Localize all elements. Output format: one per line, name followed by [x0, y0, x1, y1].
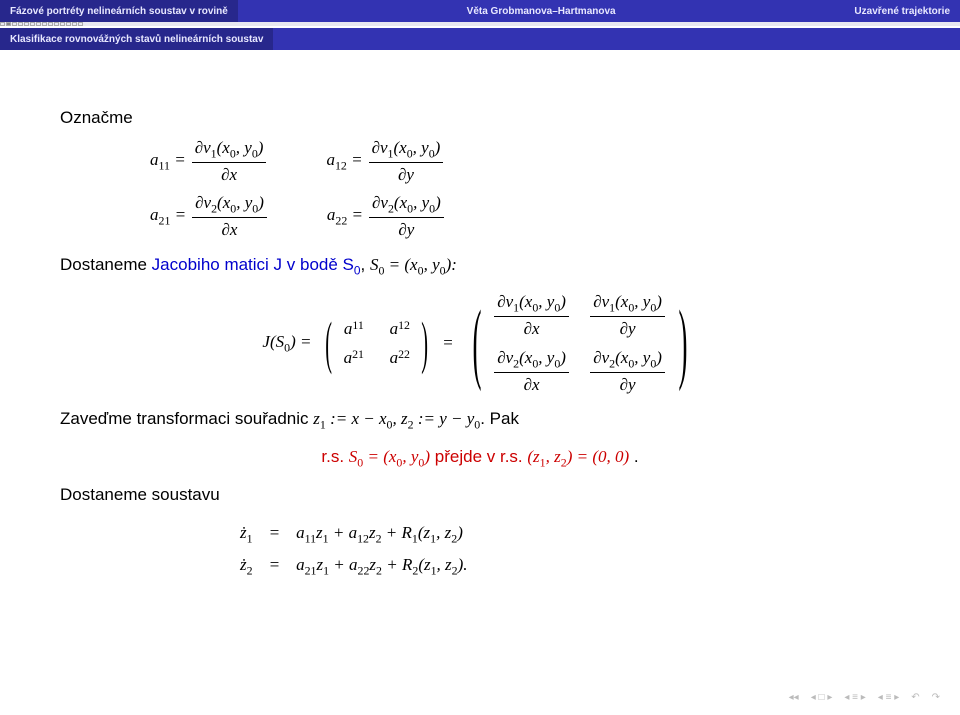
row-a11-a12: a11 = ∂v1(x0, y0)∂x a12 = ∂v1(x0, y0)∂y — [150, 136, 900, 187]
beamer-nav: ◂◂ ◂ □ ▸ ◂ ≡ ▸ ◂ ≡ ▸ ↶ ↷ — [789, 692, 940, 703]
jacobi-matrix: J(S0) = ( a11a12 a21a22 ) = ( ∂v1(x0, y0… — [60, 290, 900, 398]
nav-tab-1-label: Fázové portréty nelineárních soustav v r… — [10, 6, 228, 17]
jacobi-line: Dostaneme Jacobiho matici J v bodě S0, S… — [60, 253, 900, 279]
sub-navigation: Klasifikace rovnovážných stavů nelineárn… — [0, 28, 960, 50]
red-line: r.s. S0 = (x0, y0) přejde v r.s. (z1, z2… — [60, 445, 900, 471]
system-equations: ż1 = a11z1 + a12z2 + R1(z1, z2) ż2 = a21… — [240, 521, 900, 579]
dostaneme-line: Dostaneme soustavu — [60, 483, 900, 507]
nav-forward-icon[interactable]: ↷ — [932, 692, 940, 703]
nav-tab-2-label: Věta Grobmanova–Hartmanova — [467, 6, 616, 17]
zavedme-line: Zaveďme transformaci souřadnic z1 := x −… — [60, 407, 900, 433]
nav-back-icon[interactable]: ↶ — [911, 692, 919, 703]
sub-tab[interactable]: Klasifikace rovnovážných stavů nelineárn… — [0, 28, 273, 50]
nav-next-slide-icon[interactable]: ◂ ≡ ▸ — [878, 692, 899, 703]
label-oznacme: Označme — [60, 106, 900, 130]
slide-content: Označme a11 = ∂v1(x0, y0)∂x a12 = ∂v1(x0… — [0, 50, 960, 579]
nav-prev-section-icon[interactable]: ◂ □ ▸ — [811, 692, 833, 703]
row-a21-a22: a21 = ∂v2(x0, y0)∂x a22 = ∂v2(x0, y0)∂y — [150, 191, 900, 242]
sub-tab-label: Klasifikace rovnovážných stavů nelineárn… — [10, 34, 263, 45]
progress-dots — [0, 22, 960, 26]
nav-prev-slide-icon[interactable]: ◂ ≡ ▸ — [844, 692, 865, 703]
nav-first-icon[interactable]: ◂◂ — [789, 692, 799, 703]
top-navigation: Fázové portréty nelineárních soustav v r… — [0, 0, 960, 22]
nav-tab-3-label: Uzavřené trajektorie — [854, 6, 950, 17]
nav-tab-1[interactable]: Fázové portréty nelineárních soustav v r… — [0, 0, 238, 22]
nav-tab-2[interactable]: Věta Grobmanova–Hartmanova — [457, 0, 626, 22]
nav-tab-3[interactable]: Uzavřené trajektorie — [844, 0, 960, 22]
